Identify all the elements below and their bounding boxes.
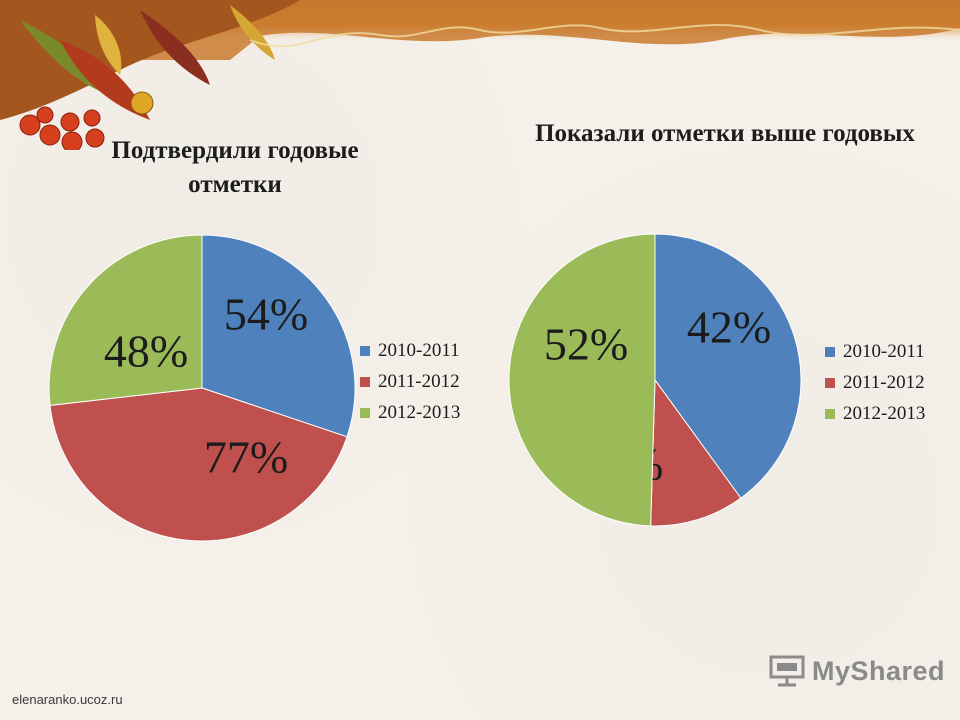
- pie-slice-2010-2011: [654, 233, 802, 499]
- legend-item: 2010-2011: [825, 336, 925, 367]
- pie-slice-2012-2013: [508, 233, 656, 527]
- legend-swatch: [360, 407, 370, 418]
- legend-swatch: [825, 408, 835, 419]
- chart-title-confirmed: Подтвердили годовые отметки: [111, 137, 359, 198]
- brand-name: MyShared: [812, 655, 946, 686]
- pie-slice-2010-2011: [201, 234, 356, 438]
- legend-label: 2010-2011: [378, 339, 460, 361]
- legend-swatch: [360, 345, 370, 356]
- legend-item: 2011-2012: [360, 366, 460, 397]
- legend-swatch: [825, 377, 835, 388]
- legend-label: 2012-2013: [378, 401, 461, 423]
- pie-slice-2012-2013: [48, 234, 203, 406]
- legend-label: 2012-2013: [843, 402, 926, 424]
- legend-item: 2010-2011: [360, 335, 460, 366]
- data-label: 42%: [687, 302, 771, 353]
- autumn-banner-decoration: [0, 0, 960, 150]
- legend-item: 2012-2013: [825, 398, 925, 429]
- data-label: 48%: [104, 326, 188, 377]
- footer-site-url[interactable]: elenaranko.ucoz.ru: [12, 692, 123, 707]
- legend-label: 2010-2011: [843, 340, 925, 362]
- legend-swatch: [825, 346, 835, 357]
- pie-slice-2011-2012: [49, 387, 348, 542]
- chart-title-higher: Показали отметки выше годовых: [535, 120, 915, 147]
- data-label: 54%: [224, 289, 308, 340]
- pie-slice-2011-2012: [650, 378, 742, 527]
- presentation-board-icon: [769, 655, 805, 687]
- pie-chart-higher: 42%11%52%: [508, 233, 802, 527]
- legend-label: 2011-2012: [378, 370, 460, 392]
- brand-logo[interactable]: MyShared: [768, 654, 945, 688]
- legend-confirmed: 2010-2011 2011-2012 2012-2013: [360, 335, 460, 428]
- legend-label: 2011-2012: [843, 371, 925, 393]
- legend-item: 2012-2013: [360, 397, 460, 428]
- data-label: 52%: [544, 319, 628, 370]
- data-label: 77%: [204, 432, 288, 483]
- pie-chart-confirmed: 54% 77% 48%: [48, 234, 356, 542]
- legend-higher: 2010-2011 2011-2012 2012-2013: [825, 336, 925, 429]
- legend-item: 2011-2012: [825, 367, 925, 398]
- legend-swatch: [360, 376, 370, 387]
